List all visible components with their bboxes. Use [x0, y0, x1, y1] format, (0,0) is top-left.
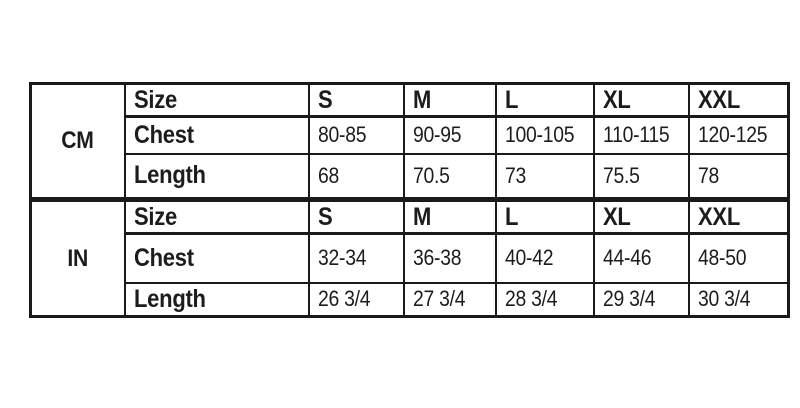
in-unit-label-cell: IN — [29, 197, 126, 318]
cm-size-header-cell: Size — [123, 82, 310, 118]
cm-chest-header-cell: Chest — [123, 115, 310, 155]
in-chest-l-cell: 40-42 — [494, 232, 595, 284]
in-chest-m-cell: 36-38 — [402, 232, 497, 284]
in-chest-row: Chest 32-34 36-38 40-42 44-46 48-50 — [31, 232, 790, 284]
cm-chest-xxl-cell: 120-125 — [687, 115, 790, 155]
in-length-l-cell: 28 3/4 — [494, 281, 595, 318]
cm-chest-l-cell: 100-105 — [494, 115, 595, 155]
cm-chest-xl-cell: 110-115 — [592, 115, 690, 155]
in-length-xl-cell: 29 3/4 — [592, 281, 690, 318]
cm-size-header-label: Size — [133, 85, 177, 114]
cm-unit-label: CM — [61, 127, 95, 154]
in-length-xxl-cell: 30 3/4 — [687, 281, 790, 318]
in-length-header-label: Length — [133, 284, 206, 313]
in-size-row: IN Size S M L XL XXL — [29, 197, 790, 318]
in-size-s-cell: S — [307, 197, 405, 235]
in-length-header-cell: Length — [123, 281, 310, 318]
in-size-l-cell: L — [494, 197, 595, 235]
in-length-row: Length 26 3/4 27 3/4 28 3/4 29 3/4 30 3/… — [31, 281, 790, 318]
in-size-m-cell: M — [402, 197, 497, 235]
cm-chest-row: Chest 80-85 90-95 100-105 110-115 120-12… — [31, 115, 790, 155]
cm-length-row: Length 68 70.5 73 75.5 78 — [31, 152, 790, 201]
cm-size-row: CM Size S M L XL XXL — [29, 82, 790, 201]
in-chest-header-cell: Chest — [123, 232, 310, 284]
cm-unit-label-cell: CM — [29, 82, 126, 201]
cm-chest-header-label: Chest — [133, 120, 194, 149]
size-chart-table: CM Size S M L XL XXL Chest 80-85 90-95 1… — [29, 82, 790, 318]
cm-chest-m-cell: 90-95 — [402, 115, 497, 155]
cm-length-m-cell: 70.5 — [402, 152, 497, 201]
in-chest-header-label: Chest — [133, 243, 194, 272]
cm-length-xl-cell: 75.5 — [592, 152, 690, 201]
cm-length-l-cell: 73 — [494, 152, 595, 201]
cm-length-s-cell: 68 — [307, 152, 405, 201]
in-chest-xxl-cell: 48-50 — [687, 232, 790, 284]
cm-length-header-cell: Length — [123, 152, 310, 201]
in-length-s-cell: 26 3/4 — [307, 281, 405, 318]
in-unit-label: IN — [67, 244, 89, 272]
in-size-header-cell: Size — [123, 197, 310, 235]
cm-size-xxl-cell: XXL — [687, 82, 790, 118]
in-chest-xl-cell: 44-46 — [592, 232, 690, 284]
in-size-header-label: Size — [133, 202, 177, 231]
cm-chest-s-cell: 80-85 — [307, 115, 405, 155]
cm-size-m-cell: M — [402, 82, 497, 118]
cm-size-l-cell: L — [494, 82, 595, 118]
cm-length-header-label: Length — [133, 161, 206, 190]
cm-length-xxl-cell: 78 — [687, 152, 790, 201]
cm-size-xl-cell: XL — [592, 82, 690, 118]
in-size-xxl-cell: XXL — [687, 197, 790, 235]
cm-size-s-cell: S — [307, 82, 405, 118]
in-chest-s-cell: 32-34 — [307, 232, 405, 284]
in-size-xl-cell: XL — [592, 197, 690, 235]
in-length-m-cell: 27 3/4 — [402, 281, 497, 318]
